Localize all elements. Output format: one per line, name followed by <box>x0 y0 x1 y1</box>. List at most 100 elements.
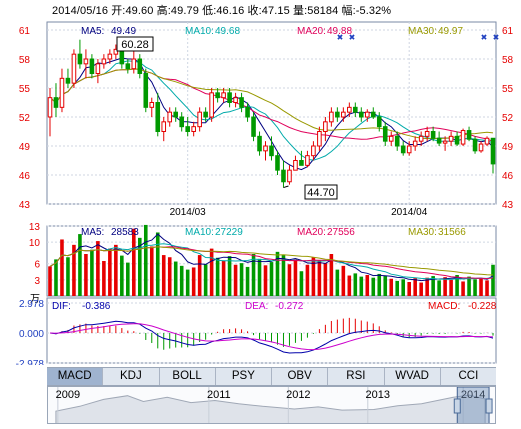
volume-bar <box>96 241 100 296</box>
navigator-area <box>55 394 486 423</box>
tab-macd[interactable]: MACD <box>47 368 104 385</box>
macd-tick-label: -2.978 <box>16 359 45 365</box>
candle-body <box>185 126 190 132</box>
low-annotation-label: 44.70 <box>307 187 335 199</box>
volume-bar <box>383 275 388 296</box>
volume-bar <box>233 264 238 296</box>
macd-legend-name: DIF: <box>52 301 71 312</box>
ma-legend-name: MA5: <box>81 26 104 37</box>
volume-bar <box>132 228 136 296</box>
price-left-tick-label: 61 <box>19 26 31 37</box>
candle-body <box>257 135 262 152</box>
tab-kdj[interactable]: KDJ <box>103 368 160 385</box>
candle-body <box>251 116 256 137</box>
volume-bar <box>239 263 244 296</box>
macd-legend-name: DEA: <box>245 301 268 312</box>
navigator-tick-label: 2009 <box>56 389 80 401</box>
volume-bar <box>137 237 142 296</box>
volume-bar <box>149 246 154 296</box>
volume-bar <box>467 276 471 296</box>
volume-bar <box>353 273 358 296</box>
volume-bar <box>449 279 453 296</box>
volume-bar <box>437 280 441 296</box>
tab-cci[interactable]: CCI <box>458 370 479 382</box>
volume-bar <box>257 258 262 296</box>
low-annotation-leader <box>283 185 289 189</box>
candle-body <box>179 116 184 128</box>
tab-obv[interactable]: OBV <box>272 368 329 385</box>
volume-bar <box>108 248 112 296</box>
volume-bar <box>84 254 88 296</box>
volume-bar <box>197 255 202 296</box>
event-marker-icon: ✖ <box>493 33 500 42</box>
candle-body <box>155 102 161 132</box>
volume-bar <box>377 273 382 296</box>
volume-bar <box>461 281 465 296</box>
volume-bar <box>203 264 208 296</box>
price-right-tick-label: 52 <box>502 113 514 124</box>
date-tick-label: 2014/03 <box>170 207 207 218</box>
candle-body <box>65 77 71 84</box>
candle-body <box>197 111 202 128</box>
candle-body <box>400 145 406 154</box>
low-annotation-box <box>304 184 338 200</box>
navigator-tick-label: 2014 <box>461 389 485 401</box>
candle-body <box>472 138 478 152</box>
volume-bar <box>48 266 52 296</box>
candle-body <box>131 58 137 70</box>
range-navigator[interactable]: 2009 2011 2012 2013 2014 <box>47 386 496 424</box>
volume-bar <box>245 266 250 296</box>
volume-bar <box>455 275 459 296</box>
navigator-tick-label: 2013 <box>366 389 390 401</box>
price-info-line: 2014/05/16 开:49.60 高:49.79 低:46.16 收:47.… <box>52 5 392 17</box>
volume-bar <box>485 280 489 296</box>
tab-rsi[interactable]: RSI <box>328 368 385 385</box>
candle-body <box>436 137 442 144</box>
candle-body <box>466 130 472 140</box>
candle-body <box>287 169 292 183</box>
candle-body <box>394 135 400 147</box>
volume-tick-label: 10 <box>29 238 41 249</box>
tab-psy[interactable]: PSY <box>216 368 272 385</box>
tab-wvad[interactable]: WVAD <box>385 368 441 385</box>
price-left-tick-label: 43 <box>19 200 31 211</box>
tab-boll[interactable]: BOLL <box>160 368 216 385</box>
volume-bar <box>371 277 376 296</box>
volume-bar <box>311 257 316 296</box>
navigator-tick-label: 2011 <box>207 389 231 401</box>
price-right-tick-label: 43 <box>502 200 514 211</box>
volume-bar <box>126 262 130 296</box>
navigator-drag-handle <box>453 398 461 414</box>
macd-legend-value: -0.386 <box>82 301 111 312</box>
volume-legend-value: 31566 <box>438 227 466 238</box>
candle-body <box>239 97 244 108</box>
candle-body <box>215 92 220 99</box>
candle-body <box>460 130 466 145</box>
volume-bar <box>102 261 106 296</box>
volume-bar <box>221 260 226 296</box>
volume-tick-label: 3 <box>34 276 40 287</box>
macd-legend-value: -0.272 <box>275 301 304 312</box>
volume-bar <box>341 265 346 296</box>
ma-legend-name: MA10: <box>185 26 214 37</box>
candle-body <box>59 77 65 108</box>
volume-bar <box>299 271 304 296</box>
volume-ma10-line <box>49 243 494 280</box>
candle-body <box>53 97 59 108</box>
ma-legend-name: MA20: <box>297 26 326 37</box>
candle-body <box>454 135 460 145</box>
volume-bar <box>66 257 70 296</box>
macd-tick-label: 0.000 <box>19 329 44 340</box>
dea-line <box>49 323 494 351</box>
volume-bar <box>54 259 58 296</box>
event-marker-icon: ✖ <box>481 33 488 42</box>
candle-body <box>77 53 83 65</box>
volume-bar <box>114 244 118 296</box>
candle-body <box>478 143 484 152</box>
candle-body <box>269 145 274 157</box>
date-tick-label: 2014/04 <box>391 207 428 218</box>
volume-bar <box>317 260 322 296</box>
indicator-tabs: MACD KDJ BOLL PSY OBV RSI WVAD CCI <box>47 367 496 386</box>
volume-bar <box>215 257 220 296</box>
candle-body <box>311 145 316 157</box>
